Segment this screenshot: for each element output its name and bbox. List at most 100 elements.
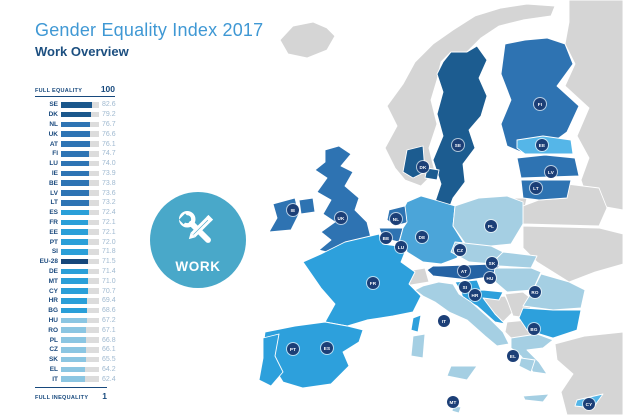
bar-track bbox=[61, 376, 99, 382]
country-code: FI bbox=[52, 150, 58, 158]
bar-track bbox=[61, 131, 99, 138]
bar-row: EU-28 71.5 bbox=[35, 257, 116, 267]
bar-fill bbox=[61, 131, 91, 138]
bar-fill bbox=[61, 151, 90, 157]
bar-fill bbox=[61, 356, 86, 363]
country-code: LV bbox=[50, 189, 58, 197]
bar-value: 71.4 bbox=[102, 267, 116, 275]
map-country-el-peloponnese bbox=[518, 357, 536, 373]
full-inequality-label: FULL INEQUALITY bbox=[35, 394, 89, 401]
bar-row: SE 82.6 bbox=[35, 100, 115, 110]
country-code: SI bbox=[51, 248, 58, 256]
bar-track bbox=[61, 327, 99, 334]
bar-fill bbox=[61, 111, 92, 118]
country-code: LU bbox=[49, 160, 58, 168]
map-country-el-crete bbox=[522, 393, 550, 403]
country-code: PT bbox=[49, 238, 58, 246]
europe-map bbox=[255, 0, 623, 415]
bar-track bbox=[61, 200, 99, 206]
bar-value: 73.6 bbox=[102, 189, 116, 197]
bar-value: 76.6 bbox=[102, 130, 116, 138]
bar-track bbox=[61, 111, 99, 118]
bar-fill bbox=[61, 239, 89, 245]
bar-fill bbox=[61, 317, 87, 324]
country-code: CZ bbox=[49, 346, 58, 354]
bar-value: 62.4 bbox=[102, 375, 116, 383]
bar-fill bbox=[61, 298, 88, 304]
map-country-is bbox=[279, 21, 336, 59]
map-country-it-sicily bbox=[446, 365, 478, 381]
bar-row: HR 69.4 bbox=[35, 296, 116, 306]
bar-row: CZ 66.1 bbox=[35, 345, 116, 355]
bar-value: 72.0 bbox=[102, 238, 116, 246]
bar-track bbox=[61, 288, 99, 294]
country-code: EU-28 bbox=[39, 258, 58, 266]
country-code: IE bbox=[51, 169, 58, 177]
map-country-fr bbox=[302, 233, 422, 327]
bar-row: HU 67.2 bbox=[35, 316, 116, 326]
bar-fill bbox=[61, 268, 89, 275]
map-country-se bbox=[432, 45, 488, 215]
country-code: UK bbox=[48, 130, 58, 138]
full-inequality-value: 1 bbox=[102, 390, 107, 401]
bar-row: BE 73.8 bbox=[35, 178, 116, 188]
bar-track bbox=[61, 307, 99, 314]
bar-value: 72.4 bbox=[102, 209, 116, 217]
bar-value: 71.8 bbox=[102, 248, 116, 256]
europe-map-svg bbox=[258, 0, 623, 415]
bar-value: 79.2 bbox=[102, 111, 116, 119]
bar-fill bbox=[61, 141, 90, 147]
bar-value: 67.1 bbox=[102, 326, 116, 334]
bar-fill bbox=[61, 209, 89, 216]
bar-fill bbox=[61, 278, 88, 285]
bar-track bbox=[61, 170, 99, 177]
map-country-no bbox=[384, 3, 556, 187]
bar-value: 66.1 bbox=[102, 346, 116, 354]
bar-row: AT 76.1 bbox=[35, 139, 116, 149]
bar-row: NL 76.7 bbox=[35, 120, 115, 130]
bar-fill bbox=[61, 102, 93, 108]
bar-row: RO 67.1 bbox=[35, 325, 116, 335]
map-country-de bbox=[398, 195, 464, 265]
bar-fill bbox=[61, 200, 89, 206]
bar-track bbox=[61, 239, 99, 245]
bar-row: CY 70.7 bbox=[35, 286, 116, 296]
bar-track bbox=[61, 356, 99, 363]
bar-row: SK 65.5 bbox=[35, 355, 116, 365]
bar-track bbox=[61, 337, 99, 343]
bar-track bbox=[61, 366, 99, 373]
title-block: Gender Equality Index 2017 Work Overview bbox=[35, 20, 263, 59]
bar-row: FR 72.1 bbox=[35, 218, 116, 228]
bar-fill bbox=[61, 307, 88, 314]
country-code: DE bbox=[48, 267, 58, 275]
bar-fill bbox=[61, 170, 90, 177]
bar-fill bbox=[61, 190, 89, 196]
bar-row: UK 76.6 bbox=[35, 129, 116, 139]
bar-fill bbox=[61, 160, 90, 167]
bar-row: PL 66.8 bbox=[35, 335, 116, 345]
bar-track bbox=[61, 151, 99, 157]
bar-value: 73.2 bbox=[102, 199, 116, 207]
full-equality-value: 100 bbox=[100, 84, 115, 94]
bar-value: 73.9 bbox=[102, 169, 116, 177]
country-code: EE bbox=[49, 228, 58, 236]
country-code: BG bbox=[48, 307, 58, 315]
map-country-mt bbox=[451, 405, 462, 414]
bar-fill bbox=[61, 376, 85, 382]
bar-row: IE 73.9 bbox=[35, 169, 116, 179]
bar-value: 72.1 bbox=[102, 218, 116, 226]
country-code: BE bbox=[48, 179, 58, 187]
bar-fill bbox=[61, 288, 88, 294]
page-title: Gender Equality Index 2017 bbox=[35, 20, 264, 40]
bar-fill bbox=[61, 337, 87, 343]
country-code: AT bbox=[49, 140, 58, 148]
country-code: MT bbox=[48, 277, 58, 285]
country-code: PL bbox=[49, 336, 58, 344]
bar-list: SE 82.6 DK 79.2 NL 76.7 UK 76.6 AT 76.1 FI 74.7 LU 74… bbox=[35, 100, 116, 384]
country-code: LT bbox=[50, 199, 58, 207]
bar-row: PT 72.0 bbox=[35, 237, 116, 247]
bar-row: BG 68.6 bbox=[35, 306, 115, 316]
bar-track bbox=[61, 141, 99, 147]
bar-value: 71.0 bbox=[102, 277, 116, 285]
bar-row: SI 71.8 bbox=[35, 247, 116, 257]
